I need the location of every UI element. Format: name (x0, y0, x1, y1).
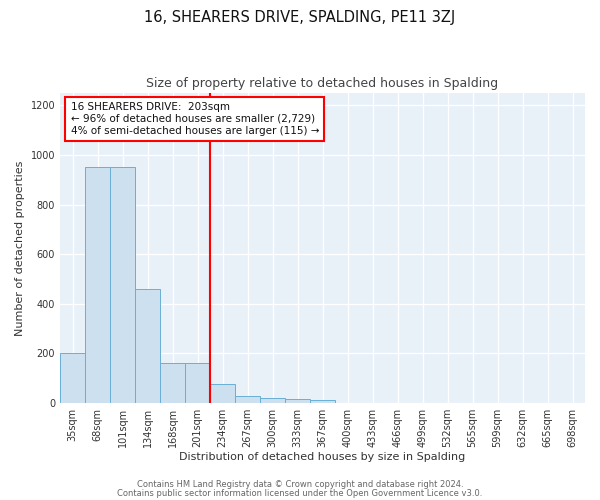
Bar (285, 399, 310, 402)
Bar (110, 168, 135, 402)
Text: 16 SHEARERS DRIVE:  203sqm
← 96% of detached houses are smaller (2,729)
4% of se: 16 SHEARERS DRIVE: 203sqm ← 96% of detac… (71, 102, 319, 136)
Bar (210, 384, 235, 402)
Title: Size of property relative to detached houses in Spalding: Size of property relative to detached ho… (146, 78, 499, 90)
Y-axis label: Number of detached properties: Number of detached properties (15, 160, 25, 336)
Bar (260, 398, 285, 402)
Bar (60, 353, 85, 403)
Bar (185, 363, 210, 403)
X-axis label: Distribution of detached houses by size in Spalding: Distribution of detached houses by size … (179, 452, 466, 462)
Bar (310, 400, 335, 402)
Text: Contains public sector information licensed under the Open Government Licence v3: Contains public sector information licen… (118, 488, 482, 498)
Bar (235, 396, 260, 402)
Text: 16, SHEARERS DRIVE, SPALDING, PE11 3ZJ: 16, SHEARERS DRIVE, SPALDING, PE11 3ZJ (145, 10, 455, 25)
Text: Contains HM Land Registry data © Crown copyright and database right 2024.: Contains HM Land Registry data © Crown c… (137, 480, 463, 489)
Bar (135, 289, 160, 403)
Bar (160, 363, 185, 403)
Bar (85, 168, 110, 402)
